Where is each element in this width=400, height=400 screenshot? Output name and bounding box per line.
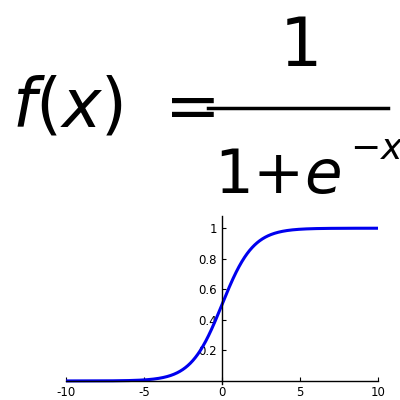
Text: $1$: $1$ (279, 14, 317, 80)
Text: $-x$: $-x$ (350, 132, 400, 166)
Text: $1{+}e$: $1{+}e$ (214, 148, 341, 206)
Text: $=$: $=$ (152, 74, 216, 140)
Text: $f(x)$: $f(x)$ (12, 74, 123, 140)
